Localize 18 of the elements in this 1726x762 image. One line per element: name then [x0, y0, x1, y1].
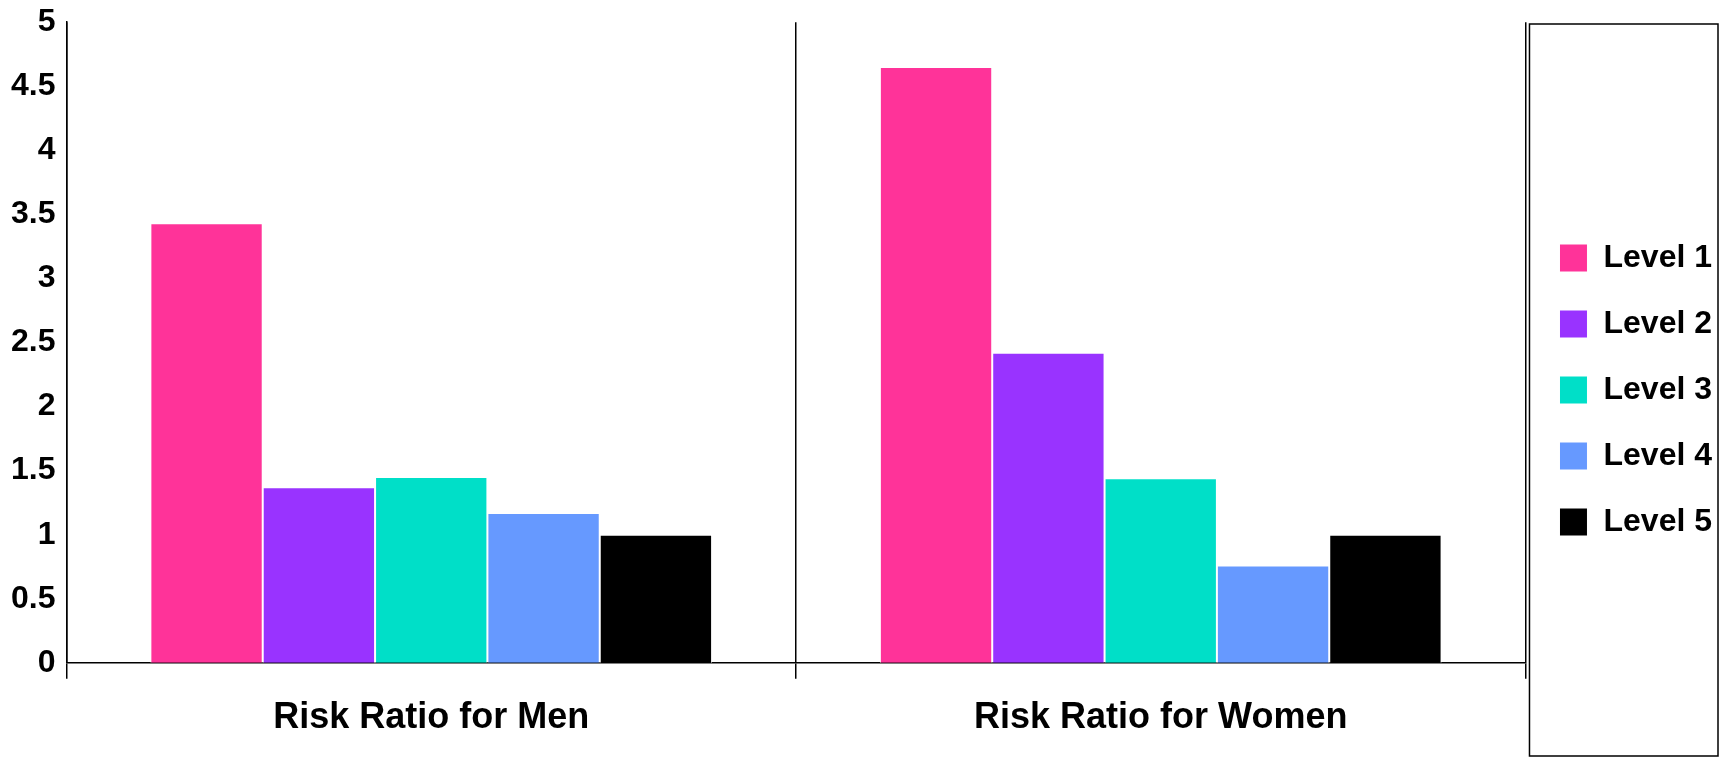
legend-label: Level 1 — [1603, 237, 1712, 274]
legend-label: Level 3 — [1603, 369, 1712, 406]
y-tick-label: 4.5 — [11, 66, 56, 103]
x-tick-label: Risk Ratio for Women — [974, 695, 1348, 737]
y-tick-label: 3.5 — [11, 194, 56, 231]
legend-label: Level 5 — [1603, 501, 1712, 538]
legend-label: Level 4 — [1603, 435, 1713, 472]
y-tick-label: 3 — [37, 258, 56, 295]
y-tick-label: 1 — [37, 514, 56, 551]
y-tick-label: 2.5 — [11, 322, 56, 359]
y-tick-label: 4 — [37, 130, 56, 167]
y-tick-label: 0 — [37, 642, 56, 679]
y-tick-label: 2 — [37, 386, 56, 423]
legend-label: Level 2 — [1603, 303, 1712, 340]
x-tick-label: Risk Ratio for Men — [273, 695, 590, 737]
y-tick-label: 5 — [37, 2, 56, 39]
y-tick-label: 0.5 — [11, 578, 56, 615]
y-tick-label: 1.5 — [11, 450, 56, 487]
